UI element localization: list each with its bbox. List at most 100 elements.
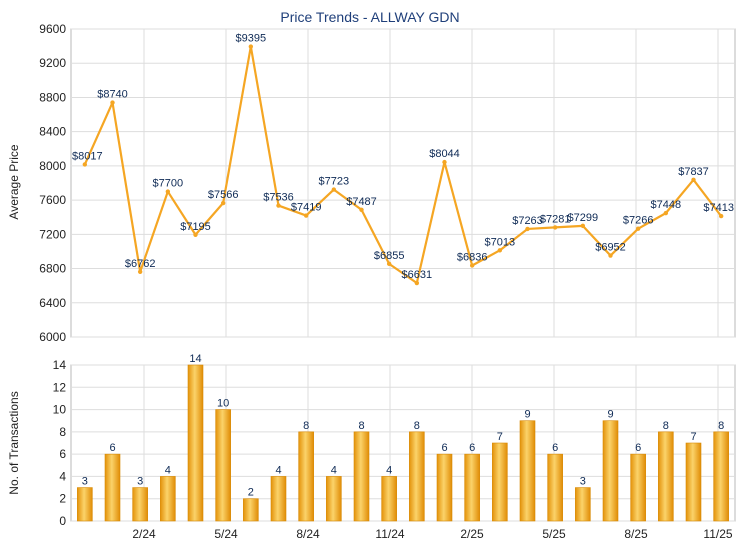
tx-bar (575, 487, 591, 522)
tx-y-tick-label: 6 (59, 447, 66, 461)
price-point (386, 261, 392, 267)
price-point (82, 162, 88, 167)
tx-data-label: 7 (497, 431, 503, 443)
tx-y-tick-label: 14 (53, 358, 67, 372)
price-data-label: $8017 (72, 150, 103, 162)
tx-data-label: 10 (217, 398, 229, 410)
tx-data-label: 8 (414, 420, 420, 432)
tx-data-label: 6 (441, 442, 447, 454)
tx-x-tick-label: 11/25 (703, 527, 732, 541)
price-point (525, 226, 530, 232)
tx-data-label: 9 (524, 409, 530, 421)
price-y-tick-label: 9200 (39, 56, 66, 70)
price-point (359, 207, 364, 212)
price-point (469, 263, 475, 268)
price-data-label: $8044 (429, 148, 460, 160)
price-point (303, 213, 309, 218)
price-point (220, 200, 226, 206)
price-y-tick-label: 6400 (39, 296, 66, 310)
tx-bar (381, 476, 397, 522)
tx-bar (353, 431, 370, 522)
tx-data-label: 6 (469, 442, 475, 454)
tx-bar (409, 431, 425, 522)
price-y-tick-label: 6800 (39, 262, 66, 276)
price-data-label: $7723 (319, 176, 350, 188)
price-data-label: $8740 (97, 89, 128, 101)
price-plot-area (70, 28, 736, 338)
tx-y-tick-label: 4 (59, 469, 66, 483)
tx-x-tick-label: 11/24 (375, 527, 404, 541)
tx-bar (685, 442, 702, 522)
price-data-label: $6631 (402, 269, 433, 281)
tx-x-tick-label: 2/25 (460, 527, 484, 541)
price-data-label: $7281 (540, 213, 571, 225)
transactions-y-axis-label: No. of Transactions (7, 391, 21, 494)
tx-data-label: 6 (552, 442, 558, 454)
tx-bar (270, 476, 287, 522)
tx-y-tick-label: 10 (53, 403, 67, 417)
tx-data-label: 4 (386, 464, 392, 476)
price-y-tick-label: 9600 (39, 22, 66, 36)
price-point (608, 253, 613, 258)
price-data-label: $6952 (595, 242, 626, 254)
price-data-label: $7837 (678, 166, 709, 178)
price-data-label: $7448 (651, 199, 682, 211)
tx-data-label: 9 (607, 409, 613, 421)
tx-data-label: 6 (109, 442, 115, 454)
tx-y-tick-label: 8 (59, 425, 66, 439)
tx-bar (326, 476, 342, 522)
price-data-label: $7299 (568, 212, 599, 224)
price-y-tick-label: 6000 (39, 330, 66, 344)
tx-y-tick-label: 2 (59, 492, 66, 506)
tx-data-label: 3 (580, 476, 586, 488)
tx-data-label: 4 (165, 464, 171, 476)
tx-bar (187, 364, 204, 522)
tx-bar (658, 431, 674, 522)
price-point (718, 213, 724, 219)
tx-data-label: 8 (663, 420, 669, 432)
tx-bar (436, 453, 453, 522)
price-point (276, 203, 281, 208)
price-data-label: $7536 (263, 192, 294, 204)
price-data-label: $6855 (374, 250, 405, 262)
price-y-tick-label: 7600 (39, 193, 66, 207)
tx-x-tick-label: 8/24 (296, 527, 320, 541)
price-point (331, 187, 337, 192)
price-point (165, 189, 171, 194)
price-data-label: $9395 (236, 33, 267, 45)
tx-bar (132, 487, 148, 522)
price-point (442, 159, 447, 165)
tx-bar (243, 498, 259, 522)
tx-bar (713, 431, 729, 522)
price-series-line (83, 45, 723, 285)
tx-data-label: 8 (718, 420, 724, 432)
tx-data-label: 3 (137, 476, 143, 488)
price-y-axis-label: Average Price (7, 144, 21, 219)
tx-bar (104, 453, 121, 522)
price-y-tick-label: 8800 (39, 90, 66, 104)
transactions-bar-chart: 0 2 4 6 8 10 12 14 2/24 5/24 8/24 11/24 2/25 5/25 8/25… (53, 353, 736, 541)
tx-bar (492, 442, 508, 522)
tx-bar (77, 487, 93, 522)
tx-data-label: 8 (358, 420, 364, 432)
tx-x-tick-label: 8/25 (624, 527, 648, 541)
price-data-label: $7013 (485, 236, 516, 248)
tx-data-label: 4 (275, 464, 281, 476)
tx-y-tick-label: 0 (59, 514, 66, 528)
price-point (110, 100, 115, 105)
price-data-label: $7266 (623, 215, 654, 227)
price-data-label: $7566 (208, 189, 239, 201)
tx-bar (519, 420, 536, 522)
tx-bar (602, 420, 619, 522)
price-data-label: $7487 (346, 196, 377, 208)
tx-data-label: 6 (635, 442, 641, 454)
price-point (193, 232, 198, 237)
tx-data-label: 8 (303, 420, 309, 432)
tx-bar (547, 453, 563, 522)
tx-bar (630, 453, 646, 522)
price-data-label: $7700 (153, 178, 184, 190)
price-y-tick-label: 8400 (39, 125, 66, 139)
tx-data-label: 4 (331, 464, 337, 476)
chart-title: Price Trends - ALLWAY GDN (280, 9, 459, 25)
price-point (497, 248, 503, 253)
